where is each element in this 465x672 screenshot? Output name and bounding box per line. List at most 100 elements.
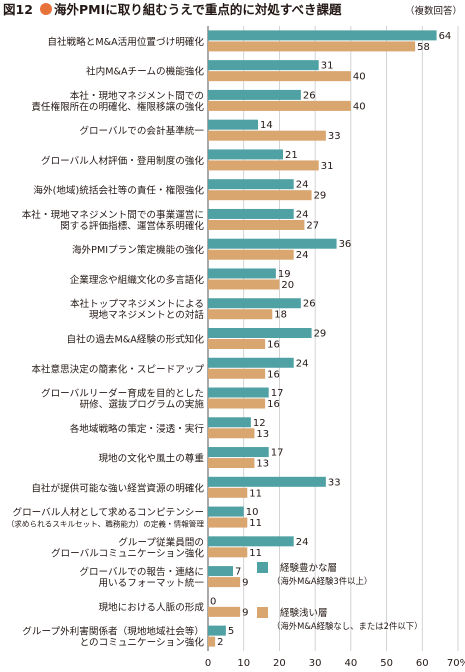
value-label: 40 bbox=[353, 72, 366, 83]
value-label: 16 bbox=[267, 369, 280, 380]
bar-experienced bbox=[208, 119, 258, 130]
value-label: 33 bbox=[328, 477, 341, 488]
category-label: 企業理念や組織文化の多言語化 bbox=[70, 274, 205, 286]
bar-experienced bbox=[208, 298, 301, 309]
bar-experienced bbox=[208, 387, 269, 398]
category-label: 研修、選抜プログラムの実施 bbox=[80, 399, 205, 411]
value-label: 20 bbox=[281, 280, 294, 291]
value-label: 33 bbox=[328, 131, 341, 142]
bar-experienced bbox=[208, 447, 269, 458]
bar-experienced bbox=[208, 417, 251, 428]
bar-experienced bbox=[208, 268, 276, 279]
value-label: 10 bbox=[246, 507, 259, 518]
bar-inexperienced bbox=[208, 249, 294, 260]
value-label: 11 bbox=[249, 488, 262, 499]
category-label: 各地域戦略の策定・浸透・実行 bbox=[70, 423, 205, 435]
bar-inexperienced bbox=[208, 577, 241, 588]
legend-label: 経験豊かな層 bbox=[280, 562, 337, 574]
x-tick-label: 30 bbox=[309, 658, 322, 669]
bar-experienced bbox=[208, 179, 294, 190]
category-label: グローバルでの会計基準統一 bbox=[79, 125, 204, 137]
bar-inexperienced bbox=[208, 130, 326, 141]
bar-inexperienced bbox=[208, 71, 351, 82]
bar-inexperienced bbox=[208, 279, 280, 290]
bar-experienced bbox=[208, 89, 301, 100]
value-label: 5 bbox=[228, 626, 234, 637]
x-tick-label: 50 bbox=[380, 658, 393, 669]
bar-inexperienced bbox=[208, 487, 248, 498]
category-label: グローバルでの報告・連絡に bbox=[79, 566, 204, 578]
value-label: 58 bbox=[417, 42, 430, 53]
bar-inexperienced bbox=[208, 219, 305, 230]
value-label: 29 bbox=[314, 191, 327, 202]
category-label: 本社・現地マネジメント間での事業運営に bbox=[22, 209, 204, 221]
bar-inexperienced bbox=[208, 398, 266, 409]
category-label: 責任権限所在の明確化、権限移譲の強化 bbox=[31, 101, 204, 113]
value-label: 31 bbox=[321, 61, 334, 72]
value-label: 0 bbox=[210, 596, 216, 607]
category-label: 自社戦略とM&A活用位置づけ明確化 bbox=[47, 36, 204, 48]
x-tick-label: 10 bbox=[237, 658, 250, 669]
legend-swatch-experienced bbox=[257, 562, 268, 573]
bar-inexperienced bbox=[208, 606, 241, 617]
value-label: 13 bbox=[256, 459, 269, 470]
value-label: 26 bbox=[303, 299, 316, 310]
category-label: 海外PMIプラン策定機能の強化 bbox=[72, 244, 204, 256]
bar-experienced bbox=[208, 566, 233, 577]
category-label: 自社が提供可能な強い経営資源の明確化 bbox=[31, 482, 204, 494]
category-label: グローバル人材評価・登用制度の強化 bbox=[41, 155, 204, 167]
value-label: 12 bbox=[253, 418, 266, 429]
bar-experienced bbox=[208, 238, 337, 249]
category-label: （求められるスキルセット、職務能力）の定義・情報管理 bbox=[7, 519, 205, 529]
value-label: 13 bbox=[256, 429, 269, 440]
bar-inexperienced bbox=[208, 368, 266, 379]
bar-inexperienced bbox=[208, 517, 248, 528]
bar-experienced bbox=[208, 60, 319, 71]
bar-experienced bbox=[208, 506, 244, 517]
category-label: 現地マネジメントとの対話 bbox=[89, 309, 204, 321]
value-label: 14 bbox=[260, 120, 273, 131]
bar-inexperienced bbox=[208, 100, 351, 111]
legend-sublabel: （海外M&A経験なし、または2件以下） bbox=[272, 621, 422, 631]
legend-label: 経験浅い層 bbox=[280, 607, 328, 619]
value-label: 24 bbox=[296, 250, 309, 261]
category-label: グローバル人材として求めるコンピテンシー bbox=[13, 507, 205, 519]
x-tick-label: 0 bbox=[205, 658, 211, 669]
legend-swatch-inexperienced bbox=[257, 607, 268, 618]
value-label: 17 bbox=[271, 388, 284, 399]
category-label: とのコミュニケーション強化 bbox=[80, 637, 205, 649]
bar-inexperienced bbox=[208, 636, 216, 647]
chart-title: 海外PMIに取り組むうえで重点的に対処すべき課題 bbox=[54, 2, 342, 17]
value-label: 11 bbox=[249, 548, 262, 559]
bar-experienced bbox=[208, 30, 437, 41]
legend-sublabel: （海外M&A経験3件以上） bbox=[272, 576, 372, 586]
bar-experienced bbox=[208, 357, 294, 368]
bar-inexperienced bbox=[208, 339, 266, 349]
category-label: 本社意思決定の簡素化・スピードアップ bbox=[31, 363, 204, 375]
category-label: 海外(地域)統括会社等の責任・権限強化 bbox=[33, 185, 204, 197]
value-label: 21 bbox=[285, 150, 298, 161]
value-label: 29 bbox=[314, 329, 327, 340]
value-label: 64 bbox=[439, 31, 452, 42]
bar-experienced bbox=[208, 208, 294, 219]
multiple-answer-note: （複数回答） bbox=[405, 5, 462, 17]
value-label: 7 bbox=[235, 567, 241, 578]
bar-inexperienced bbox=[208, 160, 319, 171]
category-label: 社内M&Aチームの機能強化 bbox=[86, 66, 204, 78]
value-label: 9 bbox=[242, 578, 248, 589]
value-label: 16 bbox=[267, 340, 280, 351]
category-label: 自社の過去M&A経験の形式知化 bbox=[67, 334, 205, 346]
bar-experienced bbox=[208, 149, 283, 160]
value-label: 16 bbox=[267, 399, 280, 410]
value-label: 17 bbox=[271, 448, 284, 459]
value-label: 19 bbox=[278, 269, 291, 280]
category-label: グループ外利害関係者（現地地域社会等） bbox=[22, 626, 204, 638]
x-tick-label: 70% bbox=[447, 658, 465, 669]
value-label: 2 bbox=[217, 637, 223, 648]
x-tick-label: 60 bbox=[416, 658, 429, 669]
category-label: グループ従業員間の bbox=[118, 536, 204, 548]
value-label: 40 bbox=[353, 101, 366, 112]
value-label: 24 bbox=[296, 537, 309, 548]
value-label: 9 bbox=[242, 607, 248, 618]
